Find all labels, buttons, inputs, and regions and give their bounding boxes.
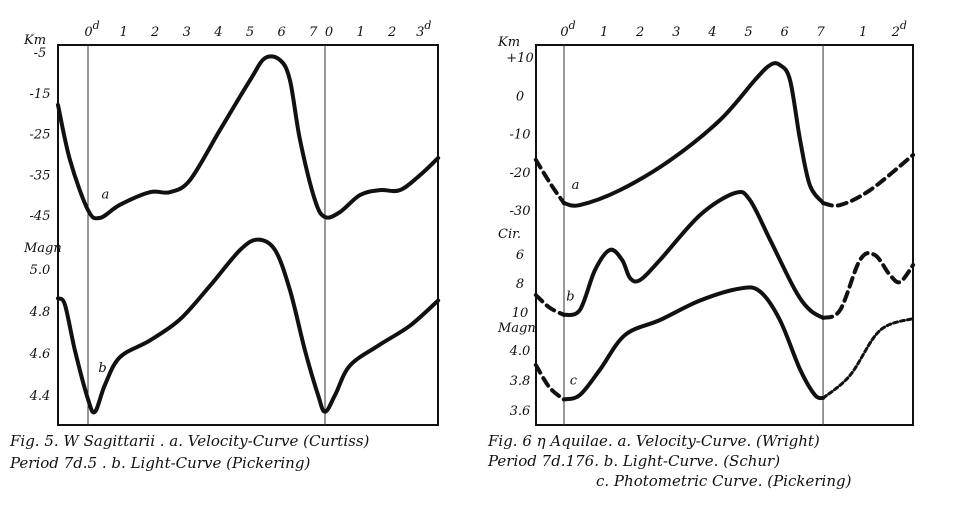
figure-caption-line: Fig. 6 η Aquilae. a. Velocity-Curve. (Wr…: [487, 432, 820, 450]
x-tick-value: 2: [387, 25, 396, 40]
x-tick-value: 2: [150, 25, 159, 40]
x-tick-value: 2: [635, 25, 644, 40]
y-tick-label: 4.8: [29, 305, 51, 320]
y-tick-label: -30: [510, 204, 531, 219]
x-tick-value: 0: [325, 25, 333, 40]
y-tick-label: -45: [30, 209, 51, 224]
y-tick-label: 4.0: [509, 344, 531, 359]
x-tick-value: 1: [119, 25, 127, 40]
figure-caption-line: Fig. 5. W Sagittarii . a. Velocity-Curve…: [9, 432, 370, 450]
y-tick-label: -25: [30, 128, 51, 143]
series-b-line-solid: [562, 189, 826, 320]
y-axis-label-magnitude: Magn: [497, 321, 536, 336]
y-tick-label: -20: [510, 166, 531, 181]
series-b-label: b: [566, 289, 574, 304]
y-tick-label: -5: [34, 46, 47, 61]
x-tick-label: 2: [150, 25, 159, 40]
series-c-line-dashed: [533, 363, 566, 402]
y-tick-label: 5.0: [30, 263, 51, 278]
y-tick-label: 3.8: [510, 374, 531, 389]
y-axis-label-magnitude: Magn: [23, 241, 62, 256]
x-tick-unit: d: [424, 19, 431, 32]
series-a-label: a: [101, 188, 109, 203]
series-b-line-solid: [55, 237, 441, 415]
chart-panel-1: 0d 1 2 3 4 5 6 7 0 1 2 3dKm-5-15-25-35-45Magn5.04.8…: [9, 19, 441, 472]
x-tick-label: 7: [309, 25, 318, 40]
x-tick-value: 1: [859, 25, 867, 40]
x-tick-value: 7: [309, 25, 318, 40]
plot-frame: [57, 44, 439, 426]
x-tick-label: 0d: [560, 19, 575, 40]
series-a-line-solid: [55, 54, 441, 221]
series-b-line-dashed: [533, 293, 566, 317]
y-tick-label: 4.4: [29, 389, 51, 404]
y-axis-label-cir: Cir.: [498, 227, 521, 242]
y-tick-label: 4.6: [29, 347, 51, 362]
x-tick-unit: d: [569, 19, 576, 32]
x-tick-value: 3: [183, 25, 191, 40]
x-tick-label: 3: [183, 25, 191, 40]
series-a-line-dashed: [533, 157, 566, 206]
x-tick-unit: d: [93, 19, 100, 32]
x-tick-label: 1: [600, 25, 608, 40]
y-tick-label: +10: [506, 51, 533, 66]
series-a-line-dashed: [821, 152, 916, 208]
y-tick-label: -35: [30, 168, 51, 183]
y-axis-label-velocity: Km: [23, 33, 46, 48]
series-c-line-solid: [562, 285, 826, 402]
x-tick-label: 4: [707, 25, 716, 40]
y-tick-label: 3.6: [510, 404, 531, 419]
x-tick-label: 6: [277, 25, 285, 40]
series-b-line-dashed: [821, 251, 916, 320]
x-tick-value: 2: [891, 25, 900, 40]
x-tick-label: 3d: [416, 19, 431, 40]
chart-panel-2: 0d 1 2 3 4 5 6 7 1 2dKm+100-10-20-30Cir.6810Magn4…: [487, 19, 916, 490]
x-tick-label: 5: [246, 25, 254, 40]
y-axis-label-velocity: Km: [497, 35, 520, 50]
x-tick-label: 6: [780, 25, 788, 40]
x-tick-label: 5: [744, 25, 752, 40]
y-tick-label: 8: [516, 277, 524, 292]
x-tick-label: 4: [213, 25, 222, 40]
x-tick-value: 3: [416, 25, 424, 40]
x-tick-value: 3: [672, 25, 680, 40]
x-tick-value: 1: [600, 25, 608, 40]
x-tick-value: 4: [213, 25, 222, 40]
series-c-line-dotted: [821, 317, 915, 400]
y-tick-label: 0: [516, 89, 524, 104]
series-c-label: c: [570, 374, 578, 389]
x-tick-value: 5: [246, 25, 254, 40]
series-a-label: a: [572, 178, 580, 193]
x-tick-value: 1: [356, 25, 364, 40]
x-tick-label: 2d: [891, 19, 907, 40]
series-a-line-solid: [562, 61, 826, 208]
x-tick-value: 6: [780, 25, 788, 40]
y-tick-label: 10: [512, 306, 529, 321]
x-tick-value: 5: [744, 25, 752, 40]
y-tick-label: -15: [30, 87, 51, 102]
x-tick-value: 0: [560, 25, 568, 40]
y-tick-label: 6: [516, 248, 524, 263]
y-tick-label: -10: [510, 128, 531, 143]
x-tick-label: 0: [325, 25, 333, 40]
x-tick-label: 7: [817, 25, 826, 40]
x-tick-label: 1: [356, 25, 364, 40]
x-tick-value: 4: [707, 25, 716, 40]
x-tick-label: 1: [859, 25, 867, 40]
figure-caption-line: Period 7d.5 . b. Light-Curve (Pickering): [9, 454, 310, 472]
x-tick-value: 0: [84, 25, 92, 40]
series-b-label: b: [98, 361, 106, 376]
x-tick-label: 2: [387, 25, 396, 40]
x-tick-label: 1: [119, 25, 127, 40]
plot-frame: [535, 44, 914, 426]
x-tick-label: 2: [635, 25, 644, 40]
x-tick-value: 7: [817, 25, 826, 40]
x-tick-label: 0d: [84, 19, 99, 40]
x-tick-value: 6: [277, 25, 285, 40]
x-tick-label: 3: [672, 25, 680, 40]
figure-caption-line: c. Photometric Curve. (Pickering): [596, 472, 852, 490]
figure-caption-line: Period 7d.176. b. Light-Curve. (Schur): [487, 452, 780, 470]
x-tick-unit: d: [900, 19, 907, 32]
